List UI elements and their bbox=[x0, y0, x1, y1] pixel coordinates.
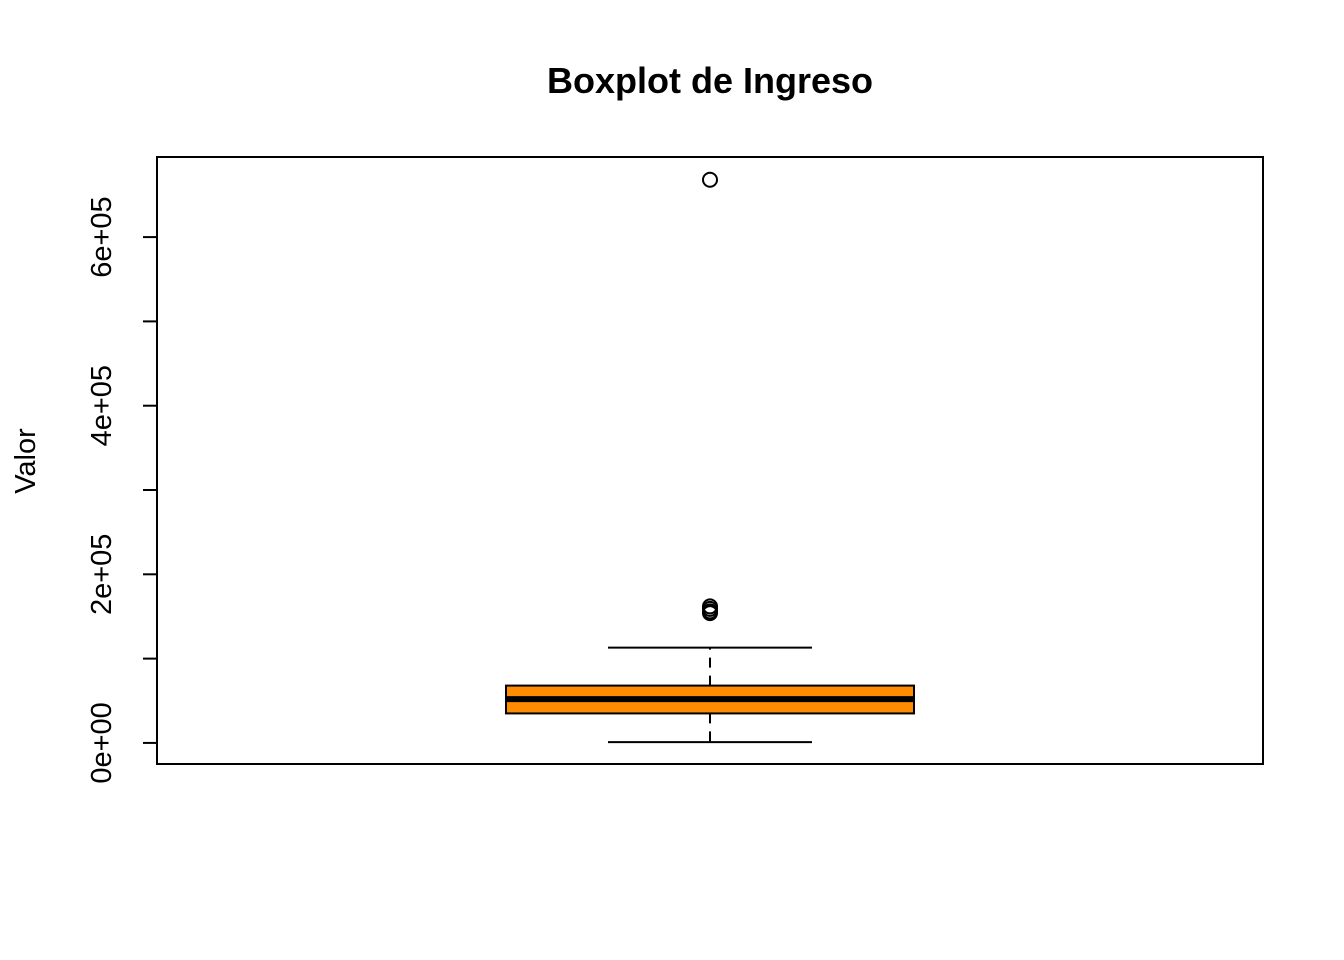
y-tick-label: 0e+00 bbox=[86, 702, 118, 783]
outlier-point bbox=[702, 605, 718, 622]
y-tick-label: 2e+05 bbox=[86, 534, 118, 615]
y-axis: 0e+00 2e+05 4e+05 6e+05 bbox=[86, 196, 158, 784]
chart-title: Boxplot de Ingreso bbox=[547, 60, 873, 101]
y-axis-label: Valor bbox=[10, 428, 42, 494]
plot-frame bbox=[156, 156, 1264, 765]
outliers bbox=[702, 171, 718, 622]
boxplot bbox=[505, 646, 915, 744]
y-tick-label: 6e+05 bbox=[86, 196, 118, 277]
outlier-point bbox=[702, 171, 718, 188]
y-tick-label: 4e+05 bbox=[86, 365, 118, 446]
